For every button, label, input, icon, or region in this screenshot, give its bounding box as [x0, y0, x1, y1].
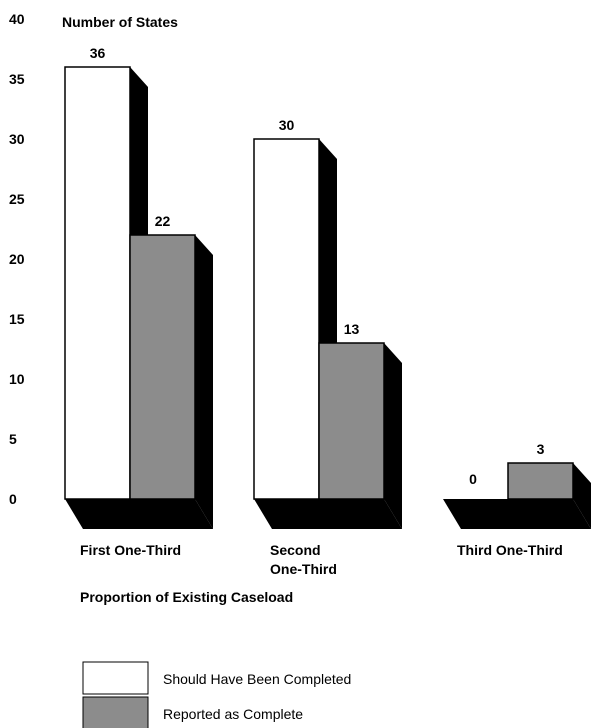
- data-label: 22: [155, 213, 171, 229]
- y-axis-title: Number of States: [62, 14, 178, 30]
- data-label: 36: [90, 45, 106, 61]
- legend-label: Reported as Complete: [163, 706, 303, 722]
- bar: [318, 342, 385, 500]
- data-label: 3: [537, 441, 545, 457]
- legend-swatch: [82, 661, 149, 695]
- y-tick-label: 5: [9, 431, 17, 447]
- x-axis-title: Proportion of Existing Caseload: [80, 589, 293, 605]
- bar: [507, 462, 574, 500]
- bar-side-shadow: [573, 463, 591, 529]
- bar-side-shadow: [195, 235, 213, 529]
- y-tick-label: 35: [9, 71, 25, 87]
- bar-side-shadow: [384, 343, 402, 529]
- y-tick-label: 30: [9, 131, 25, 147]
- y-tick-label: 10: [9, 371, 25, 387]
- data-label: 30: [279, 117, 295, 133]
- x-tick-label: First One-Third: [80, 542, 181, 558]
- y-tick-label: 25: [9, 191, 25, 207]
- bars: [64, 66, 574, 500]
- bar: [64, 66, 131, 500]
- x-tick-label: One-Third: [270, 561, 337, 577]
- x-axis: First One-Third Second One-Third Third One-…: [80, 542, 563, 577]
- floor-shadow: [443, 499, 591, 529]
- y-tick-label: 15: [9, 311, 25, 327]
- bar: [253, 138, 320, 500]
- bar: [129, 234, 196, 500]
- data-labels: 36 22 30 13 0 3: [90, 45, 545, 487]
- y-tick-label: 20: [9, 251, 25, 267]
- y-tick-label: 40: [9, 11, 25, 27]
- x-tick-label: Third One-Third: [457, 542, 563, 558]
- data-label: 0: [469, 471, 477, 487]
- data-label: 13: [344, 321, 360, 337]
- legend: Should Have Been Completed Reported as Co…: [82, 661, 351, 728]
- legend-swatch: [82, 696, 149, 728]
- y-axis: 0 5 10 15 20 25 30 35 40: [9, 11, 25, 507]
- x-tick-label: Second: [270, 542, 321, 558]
- y-tick-label: 0: [9, 491, 17, 507]
- legend-label: Should Have Been Completed: [163, 671, 351, 687]
